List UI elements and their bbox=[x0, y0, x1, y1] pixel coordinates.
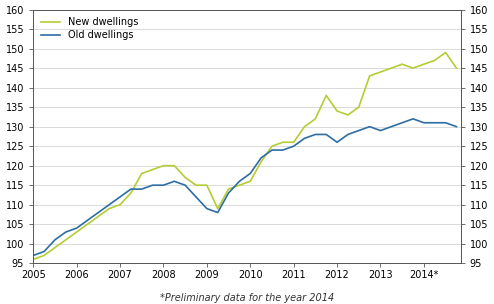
New dwellings bbox=[128, 191, 134, 195]
New dwellings bbox=[323, 94, 329, 97]
Old dwellings bbox=[443, 121, 449, 125]
New dwellings bbox=[150, 168, 156, 171]
New dwellings bbox=[388, 66, 394, 70]
Old dwellings bbox=[269, 148, 275, 152]
Old dwellings bbox=[312, 133, 318, 136]
Old dwellings bbox=[150, 183, 156, 187]
New dwellings bbox=[161, 164, 166, 168]
Old dwellings bbox=[41, 250, 47, 253]
Old dwellings bbox=[388, 125, 394, 129]
New dwellings bbox=[345, 113, 351, 117]
Old dwellings bbox=[410, 117, 416, 121]
Old dwellings bbox=[215, 211, 221, 214]
Old dwellings bbox=[453, 125, 459, 129]
New dwellings bbox=[443, 51, 449, 54]
New dwellings bbox=[52, 246, 58, 250]
New dwellings bbox=[106, 207, 112, 210]
Old dwellings bbox=[204, 207, 210, 210]
New dwellings bbox=[117, 203, 123, 206]
New dwellings bbox=[334, 109, 340, 113]
New dwellings bbox=[95, 215, 101, 218]
New dwellings bbox=[237, 183, 243, 187]
New dwellings bbox=[182, 176, 188, 179]
New dwellings bbox=[193, 183, 199, 187]
Old dwellings bbox=[30, 254, 36, 257]
Old dwellings bbox=[193, 195, 199, 199]
New dwellings bbox=[30, 257, 36, 261]
Old dwellings bbox=[356, 129, 362, 132]
Line: Old dwellings: Old dwellings bbox=[33, 119, 456, 255]
New dwellings bbox=[258, 160, 264, 164]
Old dwellings bbox=[399, 121, 405, 125]
Old dwellings bbox=[84, 219, 90, 222]
Old dwellings bbox=[182, 183, 188, 187]
New dwellings bbox=[269, 144, 275, 148]
New dwellings bbox=[215, 207, 221, 210]
Old dwellings bbox=[52, 238, 58, 242]
Old dwellings bbox=[290, 144, 296, 148]
Text: *Preliminary data for the year 2014: *Preliminary data for the year 2014 bbox=[160, 293, 334, 303]
New dwellings bbox=[399, 62, 405, 66]
Old dwellings bbox=[421, 121, 427, 125]
Legend: New dwellings, Old dwellings: New dwellings, Old dwellings bbox=[38, 14, 141, 43]
New dwellings bbox=[171, 164, 177, 168]
New dwellings bbox=[301, 125, 307, 129]
Old dwellings bbox=[117, 195, 123, 199]
New dwellings bbox=[247, 179, 253, 183]
Old dwellings bbox=[171, 179, 177, 183]
Old dwellings bbox=[377, 129, 383, 132]
Old dwellings bbox=[367, 125, 372, 129]
New dwellings bbox=[41, 254, 47, 257]
New dwellings bbox=[280, 140, 286, 144]
Line: New dwellings: New dwellings bbox=[33, 53, 456, 259]
Old dwellings bbox=[334, 140, 340, 144]
New dwellings bbox=[290, 140, 296, 144]
Old dwellings bbox=[432, 121, 438, 125]
Old dwellings bbox=[323, 133, 329, 136]
Old dwellings bbox=[226, 191, 232, 195]
New dwellings bbox=[421, 62, 427, 66]
Old dwellings bbox=[139, 187, 145, 191]
Old dwellings bbox=[237, 179, 243, 183]
New dwellings bbox=[74, 230, 80, 234]
Old dwellings bbox=[301, 136, 307, 140]
Old dwellings bbox=[74, 226, 80, 230]
New dwellings bbox=[367, 74, 372, 78]
New dwellings bbox=[226, 187, 232, 191]
New dwellings bbox=[204, 183, 210, 187]
New dwellings bbox=[139, 172, 145, 175]
New dwellings bbox=[377, 70, 383, 74]
Old dwellings bbox=[128, 187, 134, 191]
New dwellings bbox=[84, 223, 90, 226]
New dwellings bbox=[453, 66, 459, 70]
Old dwellings bbox=[280, 148, 286, 152]
New dwellings bbox=[63, 238, 69, 242]
New dwellings bbox=[410, 66, 416, 70]
Old dwellings bbox=[63, 230, 69, 234]
New dwellings bbox=[312, 117, 318, 121]
Old dwellings bbox=[345, 133, 351, 136]
Old dwellings bbox=[247, 172, 253, 175]
Old dwellings bbox=[106, 203, 112, 206]
Old dwellings bbox=[95, 211, 101, 214]
Old dwellings bbox=[258, 156, 264, 160]
New dwellings bbox=[432, 58, 438, 62]
New dwellings bbox=[356, 105, 362, 109]
Old dwellings bbox=[161, 183, 166, 187]
